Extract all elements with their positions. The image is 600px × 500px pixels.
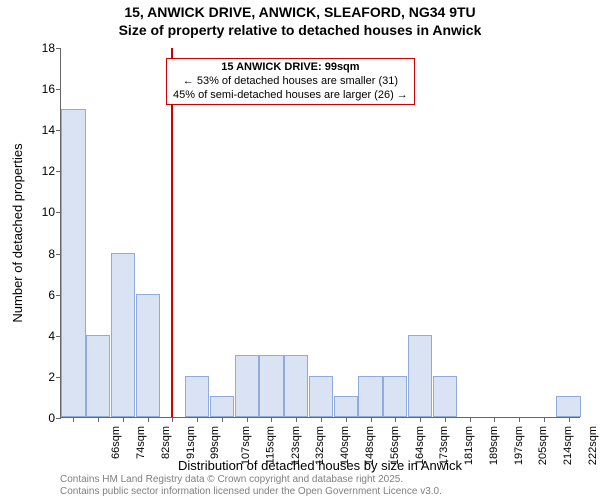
x-tick-label: 222sqm	[587, 426, 599, 465]
histogram-bar	[259, 355, 283, 417]
y-tick-label: 6	[31, 288, 55, 302]
annotation-line: 15 ANWICK DRIVE: 99sqm	[173, 61, 408, 75]
x-tick	[296, 417, 297, 422]
x-tick-label: 82sqm	[160, 426, 172, 459]
y-tick-label: 8	[31, 247, 55, 261]
x-tick	[123, 417, 124, 422]
y-tick-label: 12	[31, 164, 55, 178]
x-tick	[494, 417, 495, 422]
y-tick-label: 16	[31, 82, 55, 96]
x-tick	[197, 417, 198, 422]
histogram-bar	[210, 396, 234, 417]
x-tick	[222, 417, 223, 422]
y-tick-label: 18	[31, 41, 55, 55]
histogram-bar	[284, 355, 308, 417]
histogram-bar	[86, 335, 110, 417]
x-tick	[371, 417, 372, 422]
x-tick-label: 99sqm	[209, 426, 221, 459]
y-tick-label: 0	[31, 411, 55, 425]
histogram-bar	[408, 335, 432, 417]
annotation-box: 15 ANWICK DRIVE: 99sqm← 53% of detached …	[166, 58, 415, 105]
x-tick	[73, 417, 74, 422]
x-tick	[148, 417, 149, 422]
y-tick	[56, 418, 61, 419]
chart-subtitle: Size of property relative to detached ho…	[0, 22, 600, 38]
histogram-bar	[111, 253, 135, 417]
histogram-bar	[185, 376, 209, 417]
histogram-bar	[383, 376, 407, 417]
y-tick-label: 14	[31, 123, 55, 137]
x-tick-label: 74sqm	[135, 426, 147, 459]
footer-line: Contains public sector information licen…	[60, 486, 442, 498]
x-tick	[544, 417, 545, 422]
x-tick	[395, 417, 396, 422]
x-tick	[470, 417, 471, 422]
y-tick-label: 10	[31, 205, 55, 219]
histogram-bar	[61, 109, 85, 417]
x-tick	[271, 417, 272, 422]
y-tick	[56, 48, 61, 49]
chart-container: 15, ANWICK DRIVE, ANWICK, SLEAFORD, NG34…	[0, 0, 600, 500]
x-axis-label: Distribution of detached houses by size …	[60, 458, 580, 473]
histogram-bar	[358, 376, 382, 417]
x-tick	[445, 417, 446, 422]
x-tick	[519, 417, 520, 422]
histogram-bar	[309, 376, 333, 417]
x-tick	[420, 417, 421, 422]
x-tick	[346, 417, 347, 422]
x-tick	[247, 417, 248, 422]
attribution-footer: Contains HM Land Registry data © Crown c…	[60, 474, 442, 498]
chart-title: 15, ANWICK DRIVE, ANWICK, SLEAFORD, NG34…	[0, 4, 600, 20]
x-tick-label: 66sqm	[110, 426, 122, 459]
histogram-bar	[235, 355, 259, 417]
y-tick-label: 4	[31, 329, 55, 343]
histogram-bar	[433, 376, 457, 417]
x-tick	[569, 417, 570, 422]
x-tick	[172, 417, 173, 422]
plot-area: 02468101214161866sqm74sqm82sqm91sqm99sqm…	[60, 48, 580, 418]
annotation-line: 45% of semi-detached houses are larger (…	[173, 89, 408, 103]
y-tick-label: 2	[31, 370, 55, 384]
y-axis-label: Number of detached properties	[10, 48, 30, 418]
histogram-bar	[334, 396, 358, 417]
footer-line: Contains HM Land Registry data © Crown c…	[60, 474, 442, 486]
x-tick-label: 91sqm	[185, 426, 197, 459]
x-tick	[321, 417, 322, 422]
y-tick	[56, 89, 61, 90]
x-tick	[98, 417, 99, 422]
histogram-bar	[136, 294, 160, 417]
histogram-bar	[556, 396, 580, 417]
annotation-line: ← 53% of detached houses are smaller (31…	[173, 75, 408, 89]
